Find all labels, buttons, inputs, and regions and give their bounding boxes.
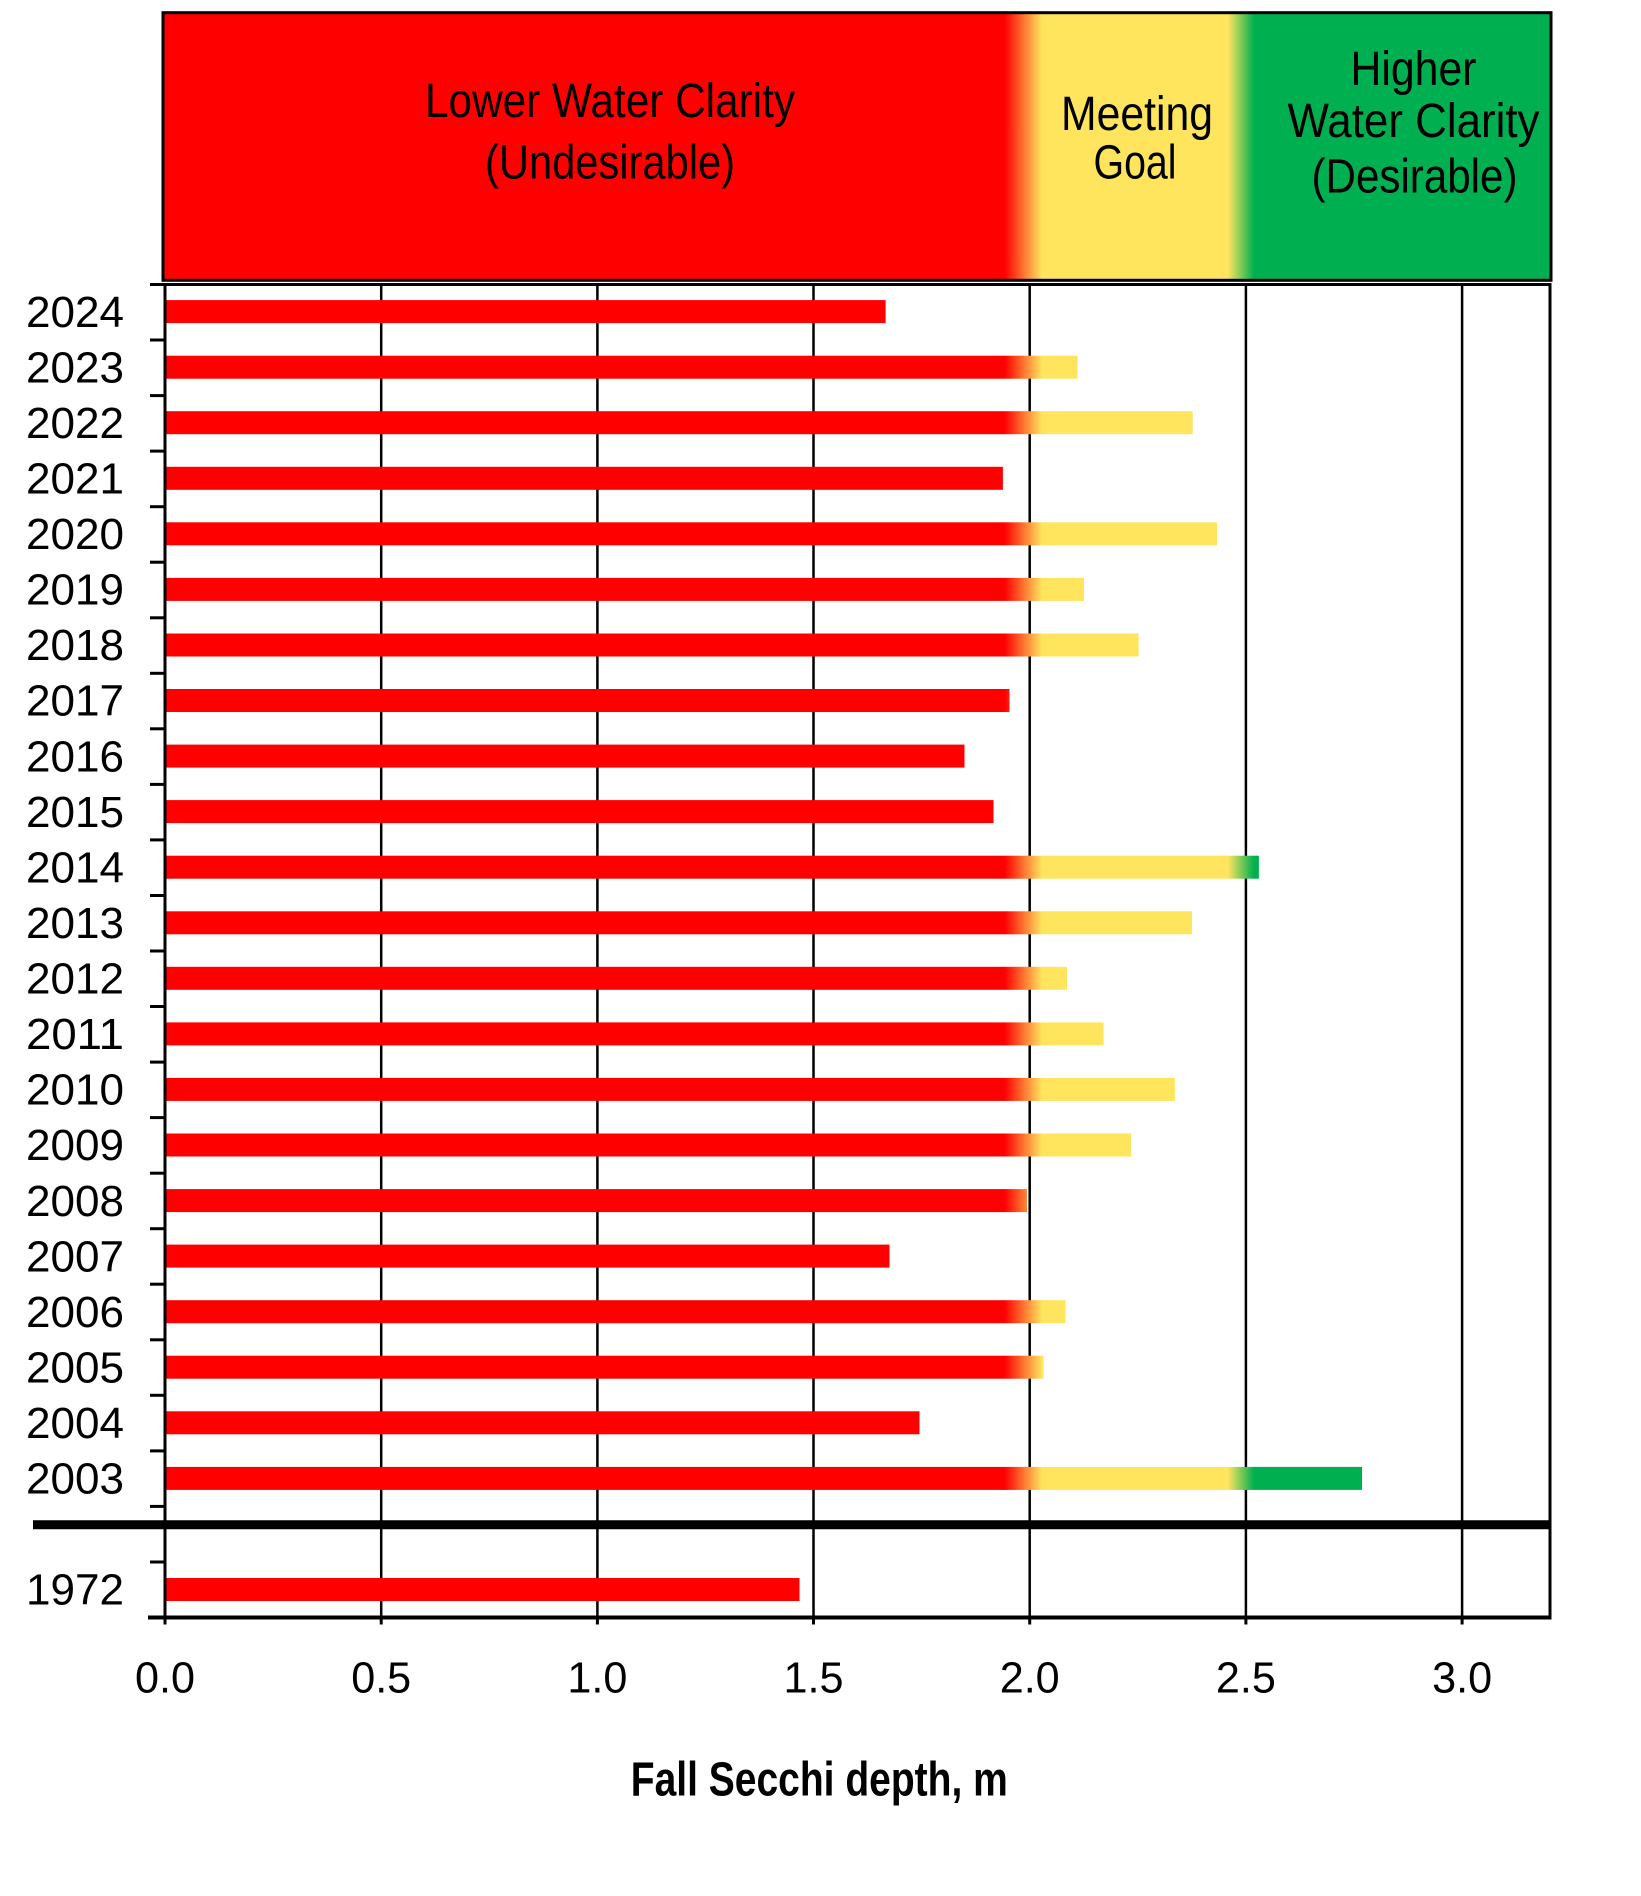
svg-text:Lower Water Clarity: Lower Water Clarity xyxy=(425,75,795,128)
svg-text:2022: 2022 xyxy=(26,399,124,448)
svg-text:Goal: Goal xyxy=(1094,136,1177,189)
svg-text:2011: 2011 xyxy=(26,1010,124,1059)
svg-text:2023: 2023 xyxy=(26,343,124,392)
svg-text:2019: 2019 xyxy=(26,566,124,615)
svg-text:2020: 2020 xyxy=(26,510,124,559)
svg-text:2009: 2009 xyxy=(26,1121,124,1170)
svg-text:2.5: 2.5 xyxy=(1216,1654,1276,1703)
svg-text:2015: 2015 xyxy=(26,788,124,837)
svg-text:2008: 2008 xyxy=(26,1177,124,1226)
svg-text:2.0: 2.0 xyxy=(1000,1654,1060,1703)
svg-text:2014: 2014 xyxy=(26,843,124,892)
svg-text:1.5: 1.5 xyxy=(784,1654,844,1703)
svg-text:2017: 2017 xyxy=(26,677,124,726)
svg-text:2005: 2005 xyxy=(26,1343,124,1392)
svg-text:2013: 2013 xyxy=(26,899,124,948)
svg-text:(Desirable): (Desirable) xyxy=(1312,151,1518,204)
svg-text:2003: 2003 xyxy=(26,1455,124,1504)
svg-text:1.0: 1.0 xyxy=(567,1654,627,1703)
svg-text:0.5: 0.5 xyxy=(351,1654,411,1703)
svg-text:0.0: 0.0 xyxy=(135,1654,195,1703)
svg-text:2010: 2010 xyxy=(26,1066,124,1115)
svg-text:2016: 2016 xyxy=(26,732,124,781)
svg-text:Water Clarity: Water Clarity xyxy=(1288,95,1540,148)
svg-text:1972: 1972 xyxy=(26,1566,124,1615)
svg-text:2007: 2007 xyxy=(26,1232,124,1281)
svg-text:3.0: 3.0 xyxy=(1432,1654,1492,1703)
svg-text:2018: 2018 xyxy=(26,621,124,670)
svg-text:2024: 2024 xyxy=(26,288,124,337)
svg-text:(Undesirable): (Undesirable) xyxy=(485,137,735,190)
svg-text:Fall Secchi depth, m: Fall Secchi depth, m xyxy=(631,1754,1008,1807)
svg-text:2021: 2021 xyxy=(26,455,124,504)
svg-text:2004: 2004 xyxy=(26,1399,124,1448)
svg-text:Higher: Higher xyxy=(1351,43,1477,96)
svg-text:2006: 2006 xyxy=(26,1288,124,1337)
svg-text:2012: 2012 xyxy=(26,955,124,1004)
svg-text:Meeting: Meeting xyxy=(1061,88,1213,141)
